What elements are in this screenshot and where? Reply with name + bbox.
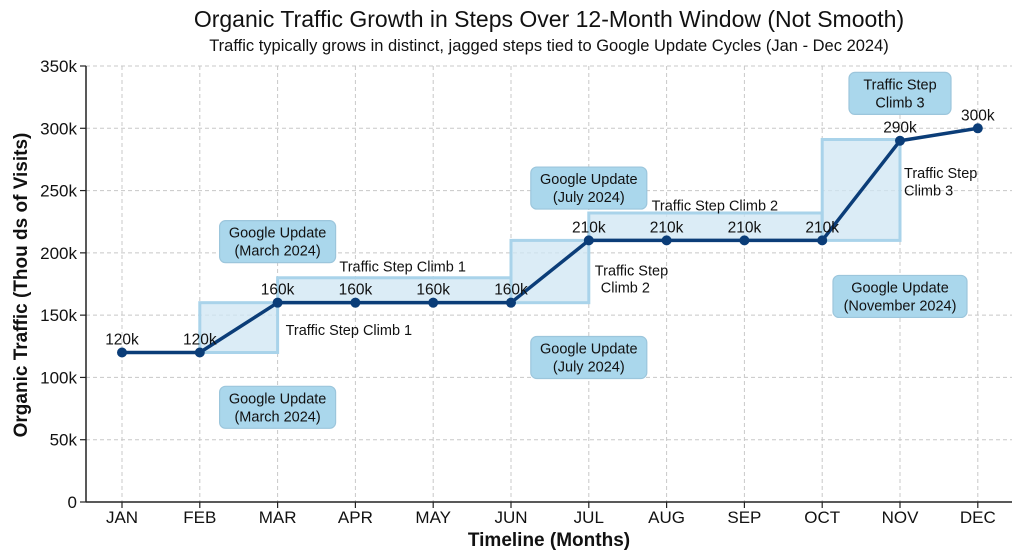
x-tick-label: JAN: [106, 508, 138, 527]
update-box-text: (July 2024): [553, 359, 625, 375]
y-tick-label: 0: [68, 493, 77, 512]
update-box-text: (July 2024): [553, 190, 625, 206]
data-point: [428, 297, 439, 308]
x-tick-label: AUG: [648, 508, 685, 527]
y-tick-label: 300k: [40, 119, 77, 138]
y-tick-label: 150k: [40, 306, 77, 325]
chart-subtitle: Traffic typically grows in distinct, jag…: [209, 37, 889, 55]
x-tick-label: FEB: [183, 508, 216, 527]
update-box-text: Traffic Step: [863, 77, 936, 93]
update-box-bg: [530, 166, 648, 210]
data-point: [583, 235, 594, 246]
update-box-text: Google Update: [540, 172, 638, 188]
annotations: Traffic Step Climb 1 Traffic Step Climb 1…: [286, 166, 978, 339]
annotation-text: Climb 3: [904, 184, 953, 200]
update-boxes: Google Update (March 2024) Google Update (M…: [219, 71, 968, 429]
step-band: [276, 276, 513, 305]
data-point: [350, 297, 361, 308]
annotation-text: Traffic Step Climb 1: [339, 260, 466, 276]
data-point: [972, 123, 983, 134]
data-label: 210k: [572, 219, 606, 236]
update-box: Google Update (March 2024): [219, 220, 337, 264]
update-box-bg: [530, 335, 648, 380]
update-box-text: (November 2024): [844, 298, 957, 314]
update-box-text: Google Update: [229, 391, 327, 407]
axes: 0 50k 100k 150k 200k 250k 300k 350k JAN FEB MAR APR…: [40, 57, 1012, 527]
data-point: [661, 235, 672, 246]
y-axis-label: Organic Traffic (Thou ds of Visits): [11, 133, 32, 438]
x-tick-label: JUN: [494, 508, 527, 527]
x-tick-label: JUL: [574, 508, 604, 527]
update-box-text: Google Update: [851, 280, 949, 296]
y-tick-label: 50k: [50, 431, 78, 450]
update-box-bg: [219, 385, 337, 429]
annotation-text: Traffic Step Climb 2: [652, 199, 779, 215]
x-tick-label: DEC: [960, 508, 996, 527]
update-box-text: (March 2024): [234, 244, 320, 260]
data-label: 160k: [416, 282, 450, 299]
data-labels: 120k 120k 160k 160k 160k 160k 210k 210k 210k 210k…: [105, 107, 995, 348]
data-label: 160k: [339, 282, 373, 299]
data-label: 120k: [183, 332, 217, 349]
annotation-text: Traffic Step: [595, 263, 668, 279]
y-tick-label: 350k: [40, 57, 77, 76]
data-label: 210k: [650, 219, 684, 236]
update-box-bg: [832, 274, 968, 319]
y-tick-label: 100k: [40, 368, 77, 387]
data-point: [739, 235, 750, 246]
update-box-text: (March 2024): [234, 409, 320, 425]
step-band: [587, 211, 824, 242]
y-tick-label: 200k: [40, 244, 77, 263]
data-point: [272, 297, 283, 308]
update-box-bg: [848, 71, 952, 116]
data-label: 120k: [105, 332, 139, 349]
update-box-bg: [219, 220, 337, 264]
annotation-text: Traffic Step Climb 1: [286, 323, 413, 339]
data-point: [117, 347, 127, 358]
update-box: Google Update (March 2024): [219, 385, 337, 429]
x-tick-label: NOV: [882, 508, 920, 527]
data-label: 290k: [883, 120, 917, 137]
data-point: [895, 135, 905, 146]
data-label: 160k: [494, 282, 528, 299]
data-point: [194, 347, 205, 358]
data-label: 210k: [728, 219, 762, 236]
data-point: [506, 297, 516, 308]
x-axis-label: Timeline (Months): [468, 530, 630, 551]
data-point: [817, 235, 828, 246]
update-box: Google Update (July 2024): [530, 166, 648, 210]
update-box: Google Update (November 2024): [832, 274, 968, 319]
update-box-text: Climb 3: [875, 95, 924, 111]
series-polyline: [122, 126, 979, 355]
series-line: [117, 123, 983, 358]
data-label: 300k: [961, 107, 995, 124]
update-box-text: Google Update: [229, 226, 327, 242]
annotation-text: Climb 2: [601, 281, 650, 297]
y-tick-label: 250k: [40, 182, 77, 201]
annotation-text: Traffic Step: [904, 166, 977, 182]
update-box-text: Google Update: [540, 341, 638, 357]
x-tick-label: APR: [338, 508, 373, 527]
x-tick-label: SEP: [727, 508, 761, 527]
data-label: 210k: [805, 219, 839, 236]
x-tick-label: MAR: [259, 508, 297, 527]
x-tick-label: MAY: [415, 508, 451, 527]
x-tick-label: OCT: [804, 508, 840, 527]
update-box: Google Update (July 2024): [530, 335, 648, 380]
update-box: Traffic Step Climb 3: [848, 71, 952, 116]
chart-title: Organic Traffic Growth in Steps Over 12-…: [194, 6, 904, 32]
data-label: 160k: [261, 282, 295, 299]
